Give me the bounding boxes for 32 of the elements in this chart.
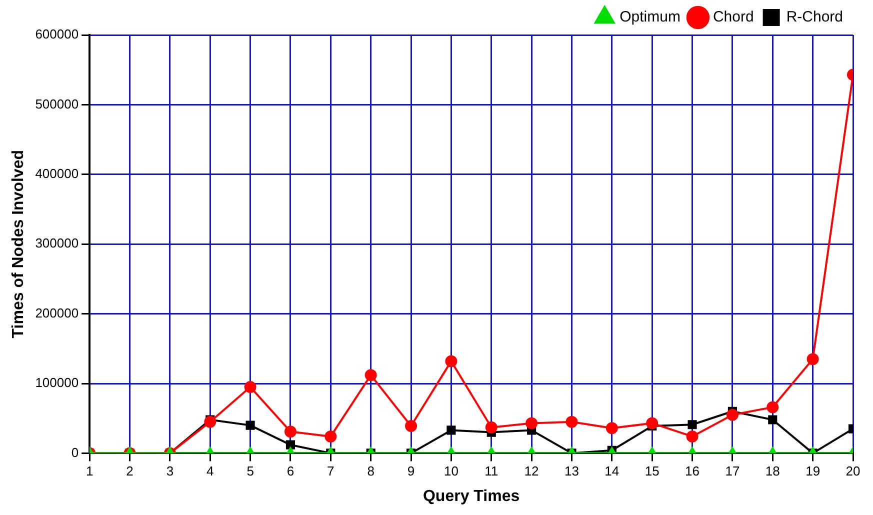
x-tick-label: 8 xyxy=(367,464,374,479)
x-tick-label: 9 xyxy=(407,464,415,479)
x-tick-label: 15 xyxy=(644,464,660,479)
x-tick-label: 16 xyxy=(685,464,700,479)
x-tick-label: 14 xyxy=(604,464,620,479)
x-tick-label: 13 xyxy=(564,464,579,479)
x-axis-title: Query Times xyxy=(422,488,520,505)
legend-label: R-Chord xyxy=(786,8,844,26)
x-tick-label: 18 xyxy=(765,464,780,479)
x-tick-label: 6 xyxy=(286,464,294,479)
y-tick-label: 500000 xyxy=(35,96,79,112)
y-tick-label: 300000 xyxy=(35,236,79,251)
y-tick-label: 600000 xyxy=(35,26,79,42)
y-axis-title: Times of Nodes Involved xyxy=(10,150,28,338)
x-tick-label: 19 xyxy=(806,464,820,479)
x-tick-label: 17 xyxy=(725,464,740,479)
x-tick-label: 3 xyxy=(166,464,174,479)
x-tick-label: 20 xyxy=(846,464,860,479)
x-tick-label: 12 xyxy=(524,464,539,479)
y-tick-label: 0 xyxy=(71,444,79,460)
y-tick-label: 200000 xyxy=(35,305,79,320)
x-tick-label: 11 xyxy=(484,464,498,479)
x-tick-label: 4 xyxy=(206,464,214,479)
legend-label: Chord xyxy=(712,8,754,26)
y-tick-label: 100000 xyxy=(35,375,79,390)
x-tick-label: 5 xyxy=(246,464,254,479)
x-tick-label: 1 xyxy=(86,464,94,479)
y-tick-label: 400000 xyxy=(35,166,79,181)
legend-label: Optimum xyxy=(620,8,680,26)
x-tick-label: 2 xyxy=(126,464,134,479)
x-tick-label: 7 xyxy=(327,464,334,479)
x-tick-label: 10 xyxy=(444,464,458,479)
